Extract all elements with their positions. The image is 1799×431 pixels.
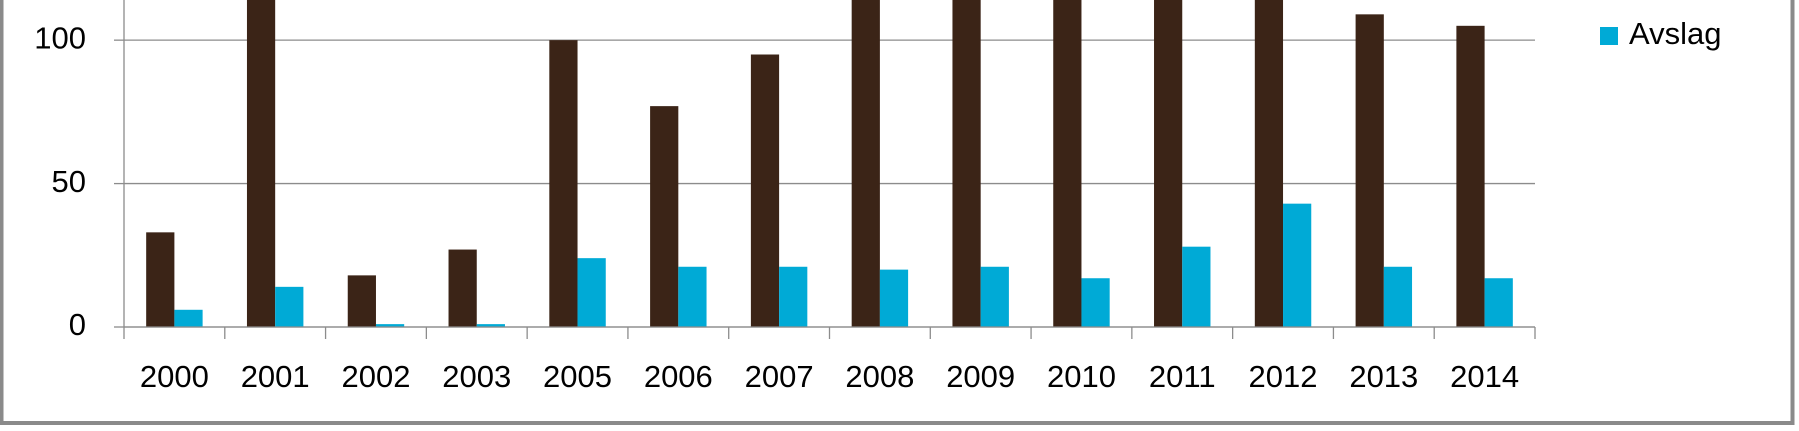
y-tick-label: 100	[34, 20, 86, 55]
bar	[952, 0, 981, 328]
x-tick-label: 2005	[543, 359, 612, 394]
x-tick-label: 2009	[946, 359, 1015, 394]
x-tick-label: 2007	[745, 359, 814, 394]
x-tick-label: 2012	[1249, 359, 1318, 394]
bar	[246, 0, 276, 327]
bar	[879, 269, 909, 327]
x-tick-label: 2014	[1450, 359, 1519, 394]
bar	[851, 0, 880, 327]
x-tick-label: 2011	[1149, 359, 1216, 394]
bar	[549, 40, 578, 327]
x-tick-label: 2008	[845, 359, 914, 394]
x-tick-label: 2006	[644, 359, 713, 394]
bar	[980, 266, 1009, 327]
bar	[375, 324, 405, 327]
x-tick-label: 2003	[442, 359, 511, 394]
bar	[448, 249, 477, 327]
x-tick-label: 2010	[1047, 359, 1116, 394]
bar	[347, 275, 376, 327]
y-tick-label: 0	[69, 307, 86, 342]
bar	[577, 258, 606, 327]
y-tick-label: 50	[52, 164, 86, 199]
bar	[1283, 203, 1312, 327]
bar	[146, 232, 175, 327]
x-tick-label: 2001	[241, 359, 310, 394]
bar	[1154, 0, 1183, 328]
bar	[476, 324, 505, 327]
bar	[1254, 0, 1284, 327]
bar	[1456, 25, 1485, 327]
bar	[650, 106, 679, 327]
bar	[779, 266, 808, 327]
legend-swatch	[1600, 27, 1618, 45]
bar	[275, 286, 304, 327]
bar	[750, 54, 780, 327]
bar	[1182, 246, 1211, 327]
x-tick-label: 2000	[140, 359, 209, 394]
x-tick-label: 2013	[1349, 359, 1418, 394]
bar	[174, 309, 203, 327]
bar	[678, 266, 707, 327]
bar	[1484, 278, 1513, 327]
bar	[1383, 266, 1413, 327]
legend-label: Avslag	[1629, 16, 1722, 51]
bar	[1053, 0, 1082, 328]
x-tick-label: 2002	[341, 359, 410, 394]
bar	[1355, 14, 1384, 328]
bar	[1081, 278, 1110, 327]
